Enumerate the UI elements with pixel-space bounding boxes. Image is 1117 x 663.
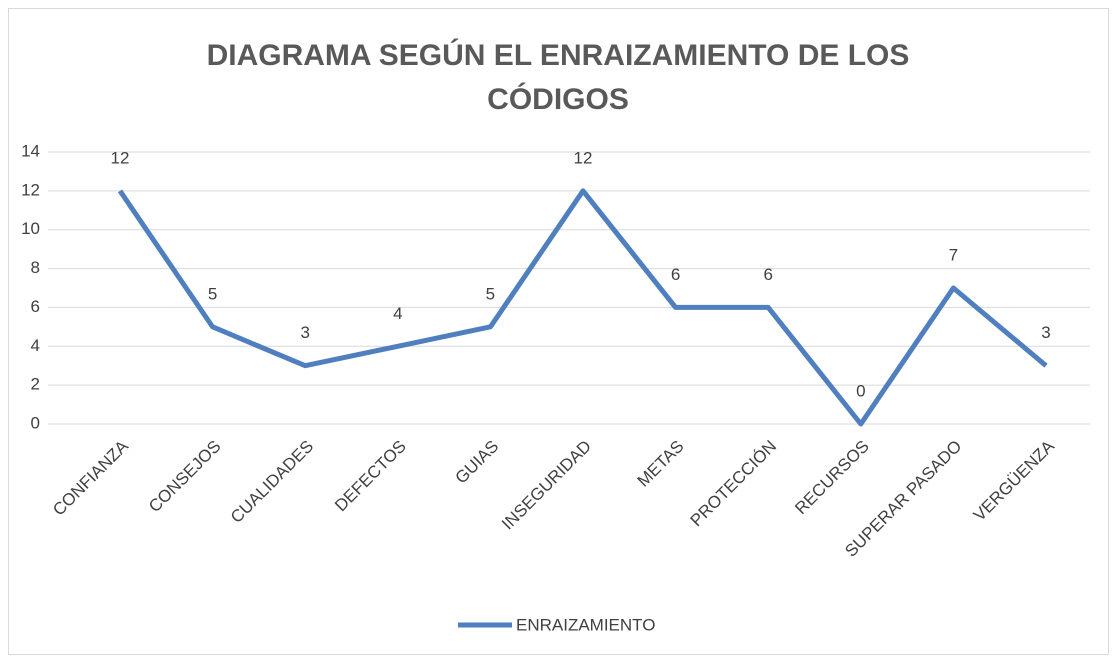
data-label: 4 bbox=[393, 304, 402, 323]
y-tick-label: 8 bbox=[31, 258, 40, 277]
x-tick-label: CUALIDADES bbox=[227, 437, 317, 527]
data-label: 3 bbox=[1041, 323, 1050, 342]
x-tick-label: RECURSOS bbox=[791, 437, 873, 519]
y-tick-label: 14 bbox=[21, 141, 40, 160]
x-tick-label: CONFIANZA bbox=[49, 436, 132, 519]
x-tick-label: CONSEJOS bbox=[145, 437, 225, 517]
y-tick-label: 0 bbox=[31, 413, 40, 432]
chart-title: DIAGRAMA SEGÚN EL ENRAIZAMIENTO DE LOS C… bbox=[206, 39, 910, 116]
data-label: 0 bbox=[856, 381, 865, 400]
data-label: 5 bbox=[208, 284, 217, 303]
y-tick-label: 2 bbox=[31, 375, 40, 394]
series-line bbox=[117, 188, 1048, 427]
x-tick-label: DEFECTOS bbox=[331, 437, 410, 516]
data-label: 12 bbox=[111, 148, 130, 167]
y-tick-label: 12 bbox=[21, 180, 40, 199]
data-label: 5 bbox=[486, 284, 495, 303]
x-tick-label: GUIAS bbox=[452, 437, 503, 488]
x-tick-label: PROTECCIÓN bbox=[687, 437, 781, 531]
chart-border bbox=[8, 8, 1109, 655]
data-label: 12 bbox=[574, 148, 593, 167]
data-label: 3 bbox=[300, 323, 309, 342]
y-tick-label: 6 bbox=[31, 297, 40, 316]
data-label: 6 bbox=[763, 265, 772, 284]
y-tick-label: 4 bbox=[31, 336, 40, 355]
data-label: 7 bbox=[949, 245, 958, 264]
y-tick-label: 10 bbox=[21, 219, 40, 238]
x-tick-label: METAS bbox=[634, 437, 688, 491]
data-label: 6 bbox=[671, 265, 680, 284]
legend-label: ENRAIZAMIENTO bbox=[516, 615, 655, 634]
x-tick-label: INSEGURIDAD bbox=[498, 437, 595, 534]
x-tick-label: VERGÜENZA bbox=[970, 436, 1059, 525]
